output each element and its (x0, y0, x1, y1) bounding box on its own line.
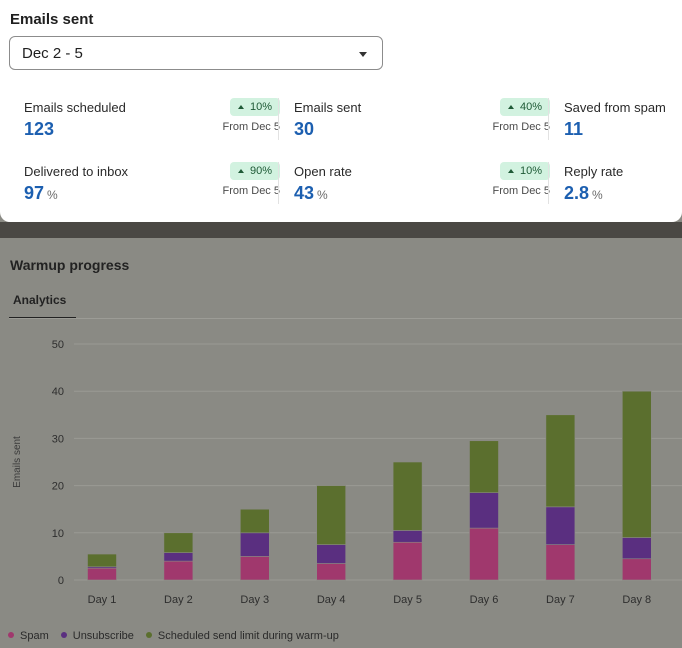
legend-label: Unsubscribe (72, 630, 134, 642)
legend-item[interactable]: Spam (8, 630, 49, 642)
section-title: Emails sent (10, 11, 94, 28)
bar-segment (545, 544, 576, 581)
stat-divider (548, 98, 549, 140)
bar-segment (469, 440, 499, 493)
y-tick-label: 20 (52, 481, 64, 493)
stat-reply-rate: Reply rate 2.8% (564, 158, 682, 214)
panel-title: Warmup progress (10, 257, 130, 273)
stats-grid: Emails scheduled 123 10% From Dec 5 Emai… (0, 94, 682, 214)
arrow-up-icon (237, 169, 244, 173)
x-tick-label: Day 5 (393, 594, 422, 606)
x-tick-label: Day 1 (88, 594, 117, 606)
change-badge: 10% (499, 162, 550, 180)
change-from: From Dec 5 (222, 121, 280, 133)
date-range-select[interactable]: Dec 2 - 5 (9, 36, 383, 70)
legend-dot-icon (145, 632, 152, 638)
chart-legend: Spam Unsubscribe Scheduled send limit duri… (8, 630, 351, 642)
bar-segment (163, 532, 194, 553)
tab-bar-line (9, 318, 682, 319)
stat-label: Open rate (294, 164, 352, 179)
tab-active-indicator (9, 317, 76, 318)
stat-label: Saved from spam (564, 100, 666, 115)
bar-segment (392, 530, 423, 543)
bar-segment (240, 556, 270, 581)
bar-segment (621, 390, 652, 538)
change-badge: 40% (499, 98, 550, 116)
bar-segment (392, 541, 423, 581)
stat-divider (278, 98, 279, 140)
change-badge: 90% (229, 162, 280, 180)
x-tick-label: Day 2 (164, 594, 193, 606)
legend-label: Scheduled send limit during warm-up (157, 630, 339, 642)
legend-dot-icon (8, 632, 14, 638)
stat-value: 30 (294, 119, 315, 139)
bar-segment (316, 485, 347, 545)
stat-emails-sent: Emails sent 30 40% From Dec 5 (294, 94, 564, 150)
bar-segment (545, 414, 576, 508)
warmup-chart: 0 10 20 30 40 50 Emails sent Day 1 Day 2 Day 3 Day… (12, 339, 682, 606)
bar-segment (545, 506, 576, 545)
bar-segment (240, 508, 270, 534)
y-tick-label: 10 (52, 528, 64, 540)
bar-segment (621, 558, 652, 581)
stat-value: 123 (24, 119, 55, 139)
bar-segment (469, 527, 499, 581)
stat-value: 97% (24, 183, 58, 203)
x-tick-label: Day 4 (317, 594, 346, 606)
bar-segment (392, 461, 423, 531)
stat-open-rate: Open rate 43% 10% From Dec 5 (294, 158, 564, 214)
stat-emails-scheduled: Emails scheduled 123 10% From Dec 5 (24, 94, 294, 150)
stat-label: Emails sent (294, 100, 362, 115)
x-tick-label: Day 8 (622, 594, 651, 606)
bar-segment (469, 492, 499, 529)
stat-value: 2.8% (564, 183, 603, 203)
y-axis-label: Emails sent (12, 436, 23, 488)
stat-delivered-to-inbox: Delivered to inbox 97% 90% From Dec 5 (24, 158, 294, 214)
y-tick-label: 50 (52, 339, 64, 351)
change-badge: 10% (229, 98, 280, 116)
summary-card: Emails sent Dec 2 - 5 Emails scheduled 1… (0, 0, 682, 222)
y-tick-label: 40 (52, 386, 64, 398)
x-tick-label: Day 6 (470, 594, 499, 606)
stat-label: Delivered to inbox (24, 164, 129, 179)
change-from: From Dec 5 (492, 121, 550, 133)
legend-dot-icon (60, 632, 67, 638)
y-tick-label: 30 (52, 433, 64, 445)
arrow-up-icon (237, 105, 244, 109)
arrow-up-icon (507, 169, 514, 173)
change-from: From Dec 5 (222, 185, 280, 197)
stat-saved-from-spam: Saved from spam 11 (564, 94, 682, 150)
bar-segment (87, 567, 117, 581)
bar-segment (621, 537, 652, 560)
legend-item[interactable]: Unsubscribe (60, 630, 134, 642)
bar-segment (163, 552, 194, 562)
bar-segment (316, 544, 347, 564)
stat-value: 43% (294, 183, 328, 203)
date-range-value: Dec 2 - 5 (22, 45, 83, 62)
bar-segment (240, 532, 270, 557)
y-tick-label: 0 (58, 575, 64, 587)
x-tick-label: Day 3 (240, 594, 269, 606)
warmup-panel: Warmup progress Analytics 0 10 20 30 40 50 Ema… (0, 238, 682, 648)
stat-value: 11 (564, 119, 584, 139)
legend-label: Spam (20, 630, 49, 642)
stat-label: Emails scheduled (24, 100, 126, 115)
change-from: From Dec 5 (492, 185, 550, 197)
bar-segment (316, 563, 347, 581)
arrow-up-icon (507, 105, 514, 109)
bar-segment (163, 560, 194, 581)
stat-divider (548, 162, 549, 204)
legend-item[interactable]: Scheduled send limit during warm-up (145, 630, 339, 642)
tab-analytics[interactable]: Analytics (13, 293, 67, 307)
stat-label: Reply rate (564, 164, 624, 179)
x-tick-label: Day 7 (546, 594, 575, 606)
caret-down-icon (359, 52, 367, 57)
overlay-band (0, 222, 682, 238)
bar-segment (87, 553, 117, 568)
stat-divider (278, 162, 279, 204)
